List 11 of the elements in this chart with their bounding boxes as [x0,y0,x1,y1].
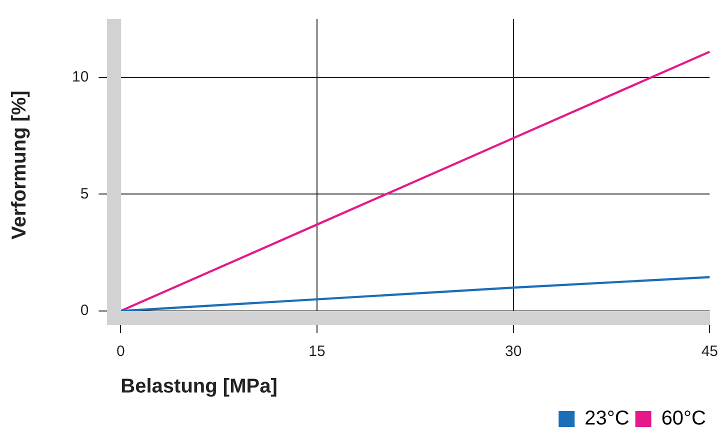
x-axis-title: Belastung [MPa] [120,376,278,398]
y-tick-label: 0 [80,302,89,320]
y-tick-label: 5 [80,185,89,202]
x-tick-label: 0 [116,343,125,360]
y-tick-label: 10 [72,68,89,86]
legend-label: 23°C [584,408,630,430]
x-tick-label: 30 [504,343,522,360]
legend-label: 60°C [661,408,706,430]
x-tick-label: 45 [701,343,718,360]
y-axis-title: Verformung [%] [8,90,31,240]
x-tick-label: 15 [308,343,326,360]
